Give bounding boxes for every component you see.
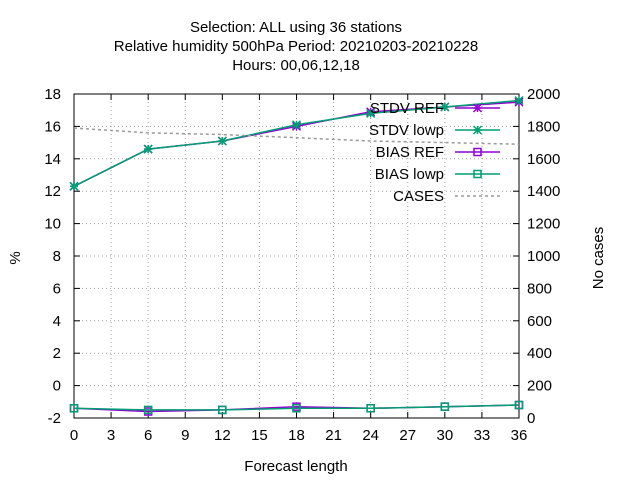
series-bias-lowp xyxy=(69,400,524,415)
series-cases xyxy=(73,127,520,145)
legend-entry: BIAS lowp xyxy=(375,166,500,183)
data-point xyxy=(291,120,302,130)
y2-tick-label: 2000 xyxy=(527,86,560,103)
y2-tick-label: 600 xyxy=(527,313,552,330)
y-tick-label: 8 xyxy=(53,248,61,265)
y2-tick-label: 1000 xyxy=(527,248,560,265)
x-tick-label: 30 xyxy=(436,427,453,444)
data-point xyxy=(218,405,227,415)
legend-entry: BIAS REF xyxy=(376,144,500,161)
series-line xyxy=(73,127,520,145)
y-tick-label: 0 xyxy=(53,378,61,395)
x-tick-label: 3 xyxy=(107,427,115,444)
y2-tick-label: 1800 xyxy=(527,118,560,135)
data-point xyxy=(440,102,450,112)
x-tick-label: 21 xyxy=(325,427,342,444)
y-tick-label: 14 xyxy=(44,151,61,168)
y2-tick-label: 400 xyxy=(527,345,552,362)
x-tick-label: 36 xyxy=(511,427,528,444)
data-point xyxy=(440,402,450,411)
y2-tick-label: 200 xyxy=(527,378,552,395)
legend-entry: STDV REF xyxy=(370,100,500,117)
data-point xyxy=(217,136,227,146)
title-line-2: Relative humidity 500hPa Period: 2021020… xyxy=(114,38,478,55)
data-point xyxy=(514,400,524,410)
data-point xyxy=(69,181,79,191)
legend-marker xyxy=(473,169,482,179)
y-tick-label: 18 xyxy=(44,86,61,103)
legend-marker xyxy=(472,103,483,113)
x-axis-label: Forecast length xyxy=(244,458,347,475)
legend-marker xyxy=(472,125,483,135)
y-tick-label: 16 xyxy=(44,118,61,135)
y-tick-label: 2 xyxy=(53,345,61,362)
y2-tick-label: 800 xyxy=(527,280,552,297)
y2-tick-label: 1600 xyxy=(527,151,560,168)
data-point xyxy=(292,404,301,413)
y-tick-label: 4 xyxy=(53,313,61,330)
series-line xyxy=(73,404,520,411)
x-tick-label: 0 xyxy=(70,427,78,444)
legend-entry: CASES xyxy=(393,188,500,205)
legend: STDV REF STDV lowp BIAS REF BIAS lowp CASES xyxy=(369,100,500,205)
y-axis-label: % xyxy=(7,251,24,264)
x-tick-label: 24 xyxy=(362,427,379,444)
series-stdv-lowp xyxy=(69,95,524,191)
y-tick-label: -2 xyxy=(48,410,61,427)
x-tick-label: 12 xyxy=(214,427,231,444)
legend-label: BIAS REF xyxy=(376,144,444,161)
x-tick-label: 18 xyxy=(288,427,305,444)
legend-entry: STDV lowp xyxy=(369,122,500,139)
data-point xyxy=(366,404,375,413)
legend-label: STDV REF xyxy=(370,100,444,117)
y2-tick-label: 0 xyxy=(527,410,535,427)
title-line-1: Selection: ALL using 36 stations xyxy=(190,19,402,36)
title-line-3: Hours: 00,06,12,18 xyxy=(232,57,360,74)
plot-area xyxy=(69,95,524,416)
legend-marker xyxy=(473,147,482,157)
x-tick-label: 6 xyxy=(144,427,152,444)
chart-title: Selection: ALL using 36 stations Relativ… xyxy=(114,19,478,74)
y-tick-label: 6 xyxy=(53,280,61,297)
x-tick-label: 33 xyxy=(474,427,491,444)
y2-tick-label: 1200 xyxy=(527,216,560,233)
y-tick-label: 10 xyxy=(44,216,61,233)
x-tick-label: 15 xyxy=(251,427,268,444)
y2-tick-label: 1400 xyxy=(527,183,560,200)
legend-label: CASES xyxy=(393,188,444,205)
y2-axis-label: No cases xyxy=(590,227,607,290)
series-stdv-ref xyxy=(69,97,524,191)
data-point xyxy=(143,144,153,154)
x-tick-label: 9 xyxy=(181,427,189,444)
axes: 0 3 6 9 12 15 18 21 24 27 30 33 36-20246810121416180… xyxy=(44,86,560,444)
data-point xyxy=(69,404,79,413)
data-point xyxy=(514,95,524,106)
data-point xyxy=(143,405,153,415)
data-point xyxy=(366,108,376,118)
legend-label: BIAS lowp xyxy=(375,166,444,183)
x-tick-label: 27 xyxy=(399,427,416,444)
legend-label: STDV lowp xyxy=(369,122,444,139)
y-tick-label: 12 xyxy=(44,183,61,200)
